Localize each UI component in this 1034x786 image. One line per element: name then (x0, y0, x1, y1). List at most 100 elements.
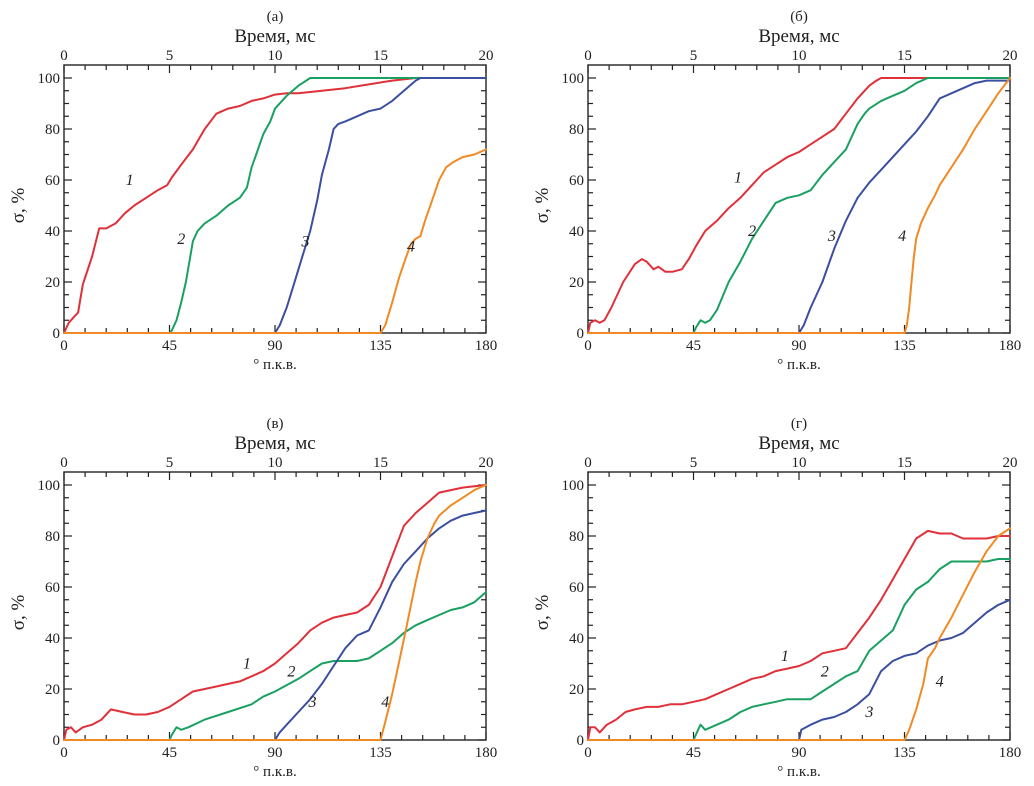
x-tick-label: 45 (686, 338, 701, 354)
series-label-4: 4 (898, 228, 906, 245)
series-line-4 (63, 484, 487, 741)
y-axis-title: σ, % (532, 188, 553, 224)
x-tick-label: 180 (999, 338, 1022, 354)
y-tick-label: 100 (38, 71, 61, 87)
series-line-1 (587, 77, 1011, 334)
bottom-axis-title: ° п.к.в. (253, 357, 296, 373)
y-tick-label: 40 (45, 631, 60, 647)
y-tick-label: 60 (569, 173, 584, 189)
x-tick-label: 0 (60, 338, 68, 354)
y-tick-label: 100 (562, 478, 585, 494)
series-line-3 (63, 509, 487, 741)
x2-tick-label: 20 (1003, 48, 1018, 64)
x2-tick-label: 15 (373, 455, 388, 471)
y-tick-label: 20 (569, 682, 584, 698)
series-label-2: 2 (177, 231, 185, 248)
series-line-2 (63, 591, 487, 741)
top-axis-title: Время, мс (234, 26, 315, 47)
y-tick-label: 0 (577, 326, 585, 342)
y-tick-label: 0 (53, 326, 61, 342)
y-tick-label: 40 (569, 224, 584, 240)
x-tick-label: 135 (893, 745, 916, 761)
x2-tick-label: 15 (897, 48, 912, 64)
series-line-3 (587, 598, 1011, 741)
bottom-axis-title: ° п.к.в. (253, 764, 296, 780)
series-label-2: 2 (821, 663, 829, 680)
x2-tick-label: 5 (690, 48, 698, 64)
y-tick-label: 0 (53, 733, 61, 749)
x-tick-label: 135 (893, 338, 916, 354)
chart-panel-a: (а)Время, мс0 45 90 135 180° п.к.в.0 5 10 15 200… (8, 9, 497, 373)
y-tick-label: 80 (569, 529, 584, 545)
x-tick-label: 135 (369, 745, 392, 761)
y-tick-label: 20 (569, 275, 584, 291)
series-line-4 (63, 148, 487, 334)
y-tick-label: 40 (45, 224, 60, 240)
series-line-4 (587, 77, 1011, 334)
y-tick-label: 100 (562, 71, 585, 87)
panel-title: (а) (267, 9, 284, 25)
series-label-4: 4 (407, 238, 415, 255)
x-tick-label: 45 (686, 745, 701, 761)
top-axis-title: Время, мс (758, 26, 839, 47)
y-axis-title: σ, % (8, 595, 29, 631)
x2-tick-label: 15 (897, 455, 912, 471)
x2-tick-label: 10 (792, 48, 807, 64)
y-tick-label: 80 (569, 122, 584, 138)
series-line-3 (63, 77, 487, 334)
series-label-4: 4 (381, 694, 389, 711)
x2-tick-label: 0 (60, 455, 68, 471)
x2-tick-label: 0 (60, 48, 68, 64)
y-tick-label: 100 (38, 478, 61, 494)
x-tick-label: 90 (792, 745, 807, 761)
chart-panel-b: (б)Время, мс0 45 90 135 180° п.к.в.0 5 10 15 200… (532, 9, 1021, 373)
y-axis-title: σ, % (532, 595, 553, 631)
x-tick-label: 90 (792, 338, 807, 354)
top-axis-title: Время, мс (234, 433, 315, 454)
y-tick-label: 60 (45, 580, 60, 596)
plot-frame (63, 64, 487, 334)
series-label-1: 1 (734, 170, 742, 187)
panel-title: (в) (266, 416, 283, 432)
x-tick-label: 135 (369, 338, 392, 354)
panel-title: (б) (790, 9, 808, 25)
y-tick-label: 80 (45, 122, 60, 138)
series-line-2 (587, 77, 1011, 334)
series-line-1 (587, 529, 1011, 741)
x-tick-label: 0 (584, 338, 592, 354)
x2-tick-label: 20 (479, 455, 494, 471)
x2-tick-label: 20 (1003, 455, 1018, 471)
series-line-3 (587, 79, 1011, 334)
series-line-1 (63, 484, 487, 741)
x-tick-label: 90 (268, 338, 283, 354)
x-tick-label: 45 (162, 338, 177, 354)
plot-frame (63, 471, 487, 741)
x-tick-label: 180 (475, 745, 498, 761)
chart-panel-v: (в)Время, мс0 45 90 135 180° п.к.в.0 5 10 15 200… (8, 416, 497, 780)
x2-tick-label: 5 (166, 48, 174, 64)
chart-panel-g: (г)Время, мс0 45 90 135 180° п.к.в.0 5 10 15 200… (532, 416, 1021, 780)
x-tick-label: 0 (60, 745, 68, 761)
y-tick-label: 0 (577, 733, 585, 749)
series-label-1: 1 (243, 656, 251, 673)
x2-tick-label: 10 (792, 455, 807, 471)
y-tick-label: 60 (45, 173, 60, 189)
series-label-1: 1 (126, 172, 134, 189)
x2-tick-label: 0 (584, 48, 592, 64)
series-line-2 (63, 77, 487, 334)
x2-tick-label: 10 (268, 455, 283, 471)
bottom-axis-title: ° п.к.в. (777, 764, 820, 780)
y-tick-label: 60 (569, 580, 584, 596)
x2-tick-label: 10 (268, 48, 283, 64)
y-tick-label: 40 (569, 631, 584, 647)
y-tick-label: 20 (45, 682, 60, 698)
x-tick-label: 180 (999, 745, 1022, 761)
series-label-4: 4 (936, 673, 944, 690)
x-tick-label: 180 (475, 338, 498, 354)
x-tick-label: 45 (162, 745, 177, 761)
x2-tick-label: 5 (166, 455, 174, 471)
top-axis-title: Время, мс (758, 433, 839, 454)
series-label-2: 2 (287, 663, 295, 680)
series-label-3: 3 (308, 694, 317, 711)
